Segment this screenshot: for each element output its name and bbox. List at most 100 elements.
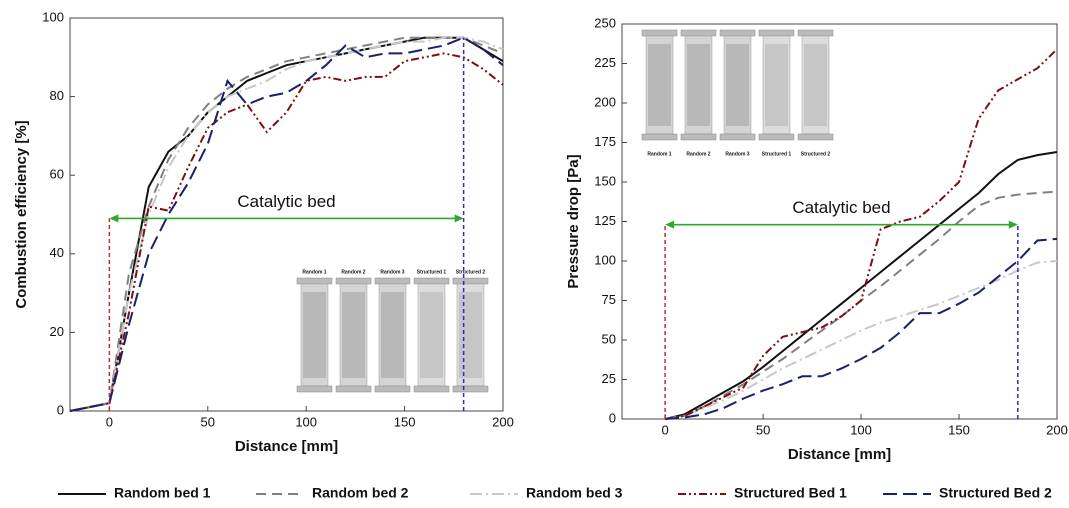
legend-label: Random bed 1 — [114, 485, 211, 501]
arrow-head — [665, 220, 675, 229]
arrow-head — [454, 214, 464, 223]
bed-icon — [680, 29, 717, 141]
x-tick-label: 0 — [661, 422, 668, 437]
bed-icon — [374, 277, 411, 393]
bed-cap — [296, 277, 333, 285]
y-tick-label: 75 — [602, 292, 616, 307]
inset-label: Random 1 — [302, 269, 326, 275]
series-line — [69, 36, 504, 412]
x-axis-label: Distance [mm] — [235, 438, 338, 455]
bed-cap — [641, 29, 678, 37]
bed-cap — [374, 385, 411, 393]
x-axis-label: Distance [mm] — [788, 446, 891, 463]
x-tick-label: 150 — [948, 422, 970, 437]
series-line — [69, 52, 504, 412]
legend-label: Structured Bed 2 — [939, 485, 1052, 501]
series-line — [664, 48, 1058, 420]
bed-icon — [452, 277, 489, 393]
inset-label: Random 1 — [647, 151, 671, 157]
y-tick-label: 80 — [50, 88, 64, 103]
y-axis-label: Pressure drop [Pa] — [565, 154, 582, 288]
bed-icon — [335, 277, 372, 393]
y-axis-label: Combustion efficiency [%] — [13, 120, 30, 308]
series-line — [69, 36, 504, 412]
bed-icon — [758, 29, 795, 141]
annotation: Catalytic bed — [237, 192, 335, 211]
bed-cap — [413, 277, 450, 285]
y-tick-label: 0 — [57, 402, 64, 417]
bed-fill — [687, 44, 710, 126]
x-tick-label: 100 — [295, 414, 317, 429]
y-tick-label: 200 — [594, 94, 616, 109]
bed-cap — [719, 29, 756, 37]
y-tick-label: 100 — [594, 252, 616, 267]
bed-cap — [680, 29, 717, 37]
arrow-head — [109, 214, 119, 223]
bed-cap — [641, 133, 678, 141]
bed-cap — [797, 29, 834, 37]
inset-label: Random 3 — [380, 269, 404, 275]
legend-label: Random bed 2 — [312, 485, 409, 501]
bed-cap — [296, 385, 333, 393]
bed-icon — [719, 29, 756, 141]
y-tick-label: 25 — [602, 371, 616, 386]
bed-fill — [765, 44, 788, 126]
x-tick-label: 200 — [492, 414, 514, 429]
arrow-head — [1008, 220, 1018, 229]
plot-frame — [69, 17, 504, 412]
bed-icon — [413, 277, 450, 393]
y-tick-label: 150 — [594, 173, 616, 188]
y-tick-label: 250 — [594, 15, 616, 30]
series-line — [664, 190, 1058, 420]
bed-cap — [413, 385, 450, 393]
bed-icon — [797, 29, 834, 141]
bed-cap — [374, 277, 411, 285]
bed-cap — [680, 133, 717, 141]
bed-cap — [719, 133, 756, 141]
y-tick-label: 125 — [594, 213, 616, 228]
bed-icon — [296, 277, 333, 393]
x-tick-label: 150 — [394, 414, 416, 429]
x-tick-label: 50 — [201, 414, 215, 429]
y-tick-label: 60 — [50, 167, 64, 182]
bed-fill — [342, 292, 365, 378]
y-tick-label: 175 — [594, 134, 616, 149]
x-tick-label: 200 — [1046, 422, 1068, 437]
y-tick-label: 100 — [42, 9, 64, 24]
legend-label: Random bed 3 — [526, 485, 623, 501]
bed-fill — [420, 292, 443, 378]
bed-fill — [459, 292, 482, 378]
inset-label: Random 2 — [686, 151, 710, 157]
y-tick-label: 40 — [50, 245, 64, 260]
series-line — [69, 36, 504, 412]
bed-fill — [303, 292, 326, 378]
series-line — [665, 237, 1058, 420]
x-tick-label: 50 — [756, 422, 770, 437]
bed-cap — [452, 385, 489, 393]
y-tick-label: 0 — [609, 410, 616, 425]
y-tick-label: 225 — [594, 55, 616, 70]
y-tick-label: 20 — [50, 324, 64, 339]
inset-label: Random 2 — [341, 269, 365, 275]
bed-fill — [804, 44, 827, 126]
bed-cap — [758, 133, 795, 141]
bed-cap — [452, 277, 489, 285]
y-tick-label: 50 — [602, 331, 616, 346]
bed-icon — [641, 29, 678, 141]
bed-cap — [335, 385, 372, 393]
bed-fill — [648, 44, 671, 126]
series-line — [664, 151, 1058, 420]
annotation: Catalytic bed — [792, 198, 890, 217]
inset-label: Structured 1 — [417, 269, 447, 275]
bed-cap — [335, 277, 372, 285]
inset-label: Random 3 — [725, 151, 749, 157]
legend-label: Structured Bed 1 — [734, 485, 847, 501]
bed-cap — [758, 29, 795, 37]
x-tick-label: 100 — [850, 422, 872, 437]
inset-label: Structured 2 — [456, 269, 486, 275]
inset-label: Structured 2 — [801, 151, 831, 157]
bed-cap — [797, 133, 834, 141]
bed-fill — [726, 44, 749, 126]
